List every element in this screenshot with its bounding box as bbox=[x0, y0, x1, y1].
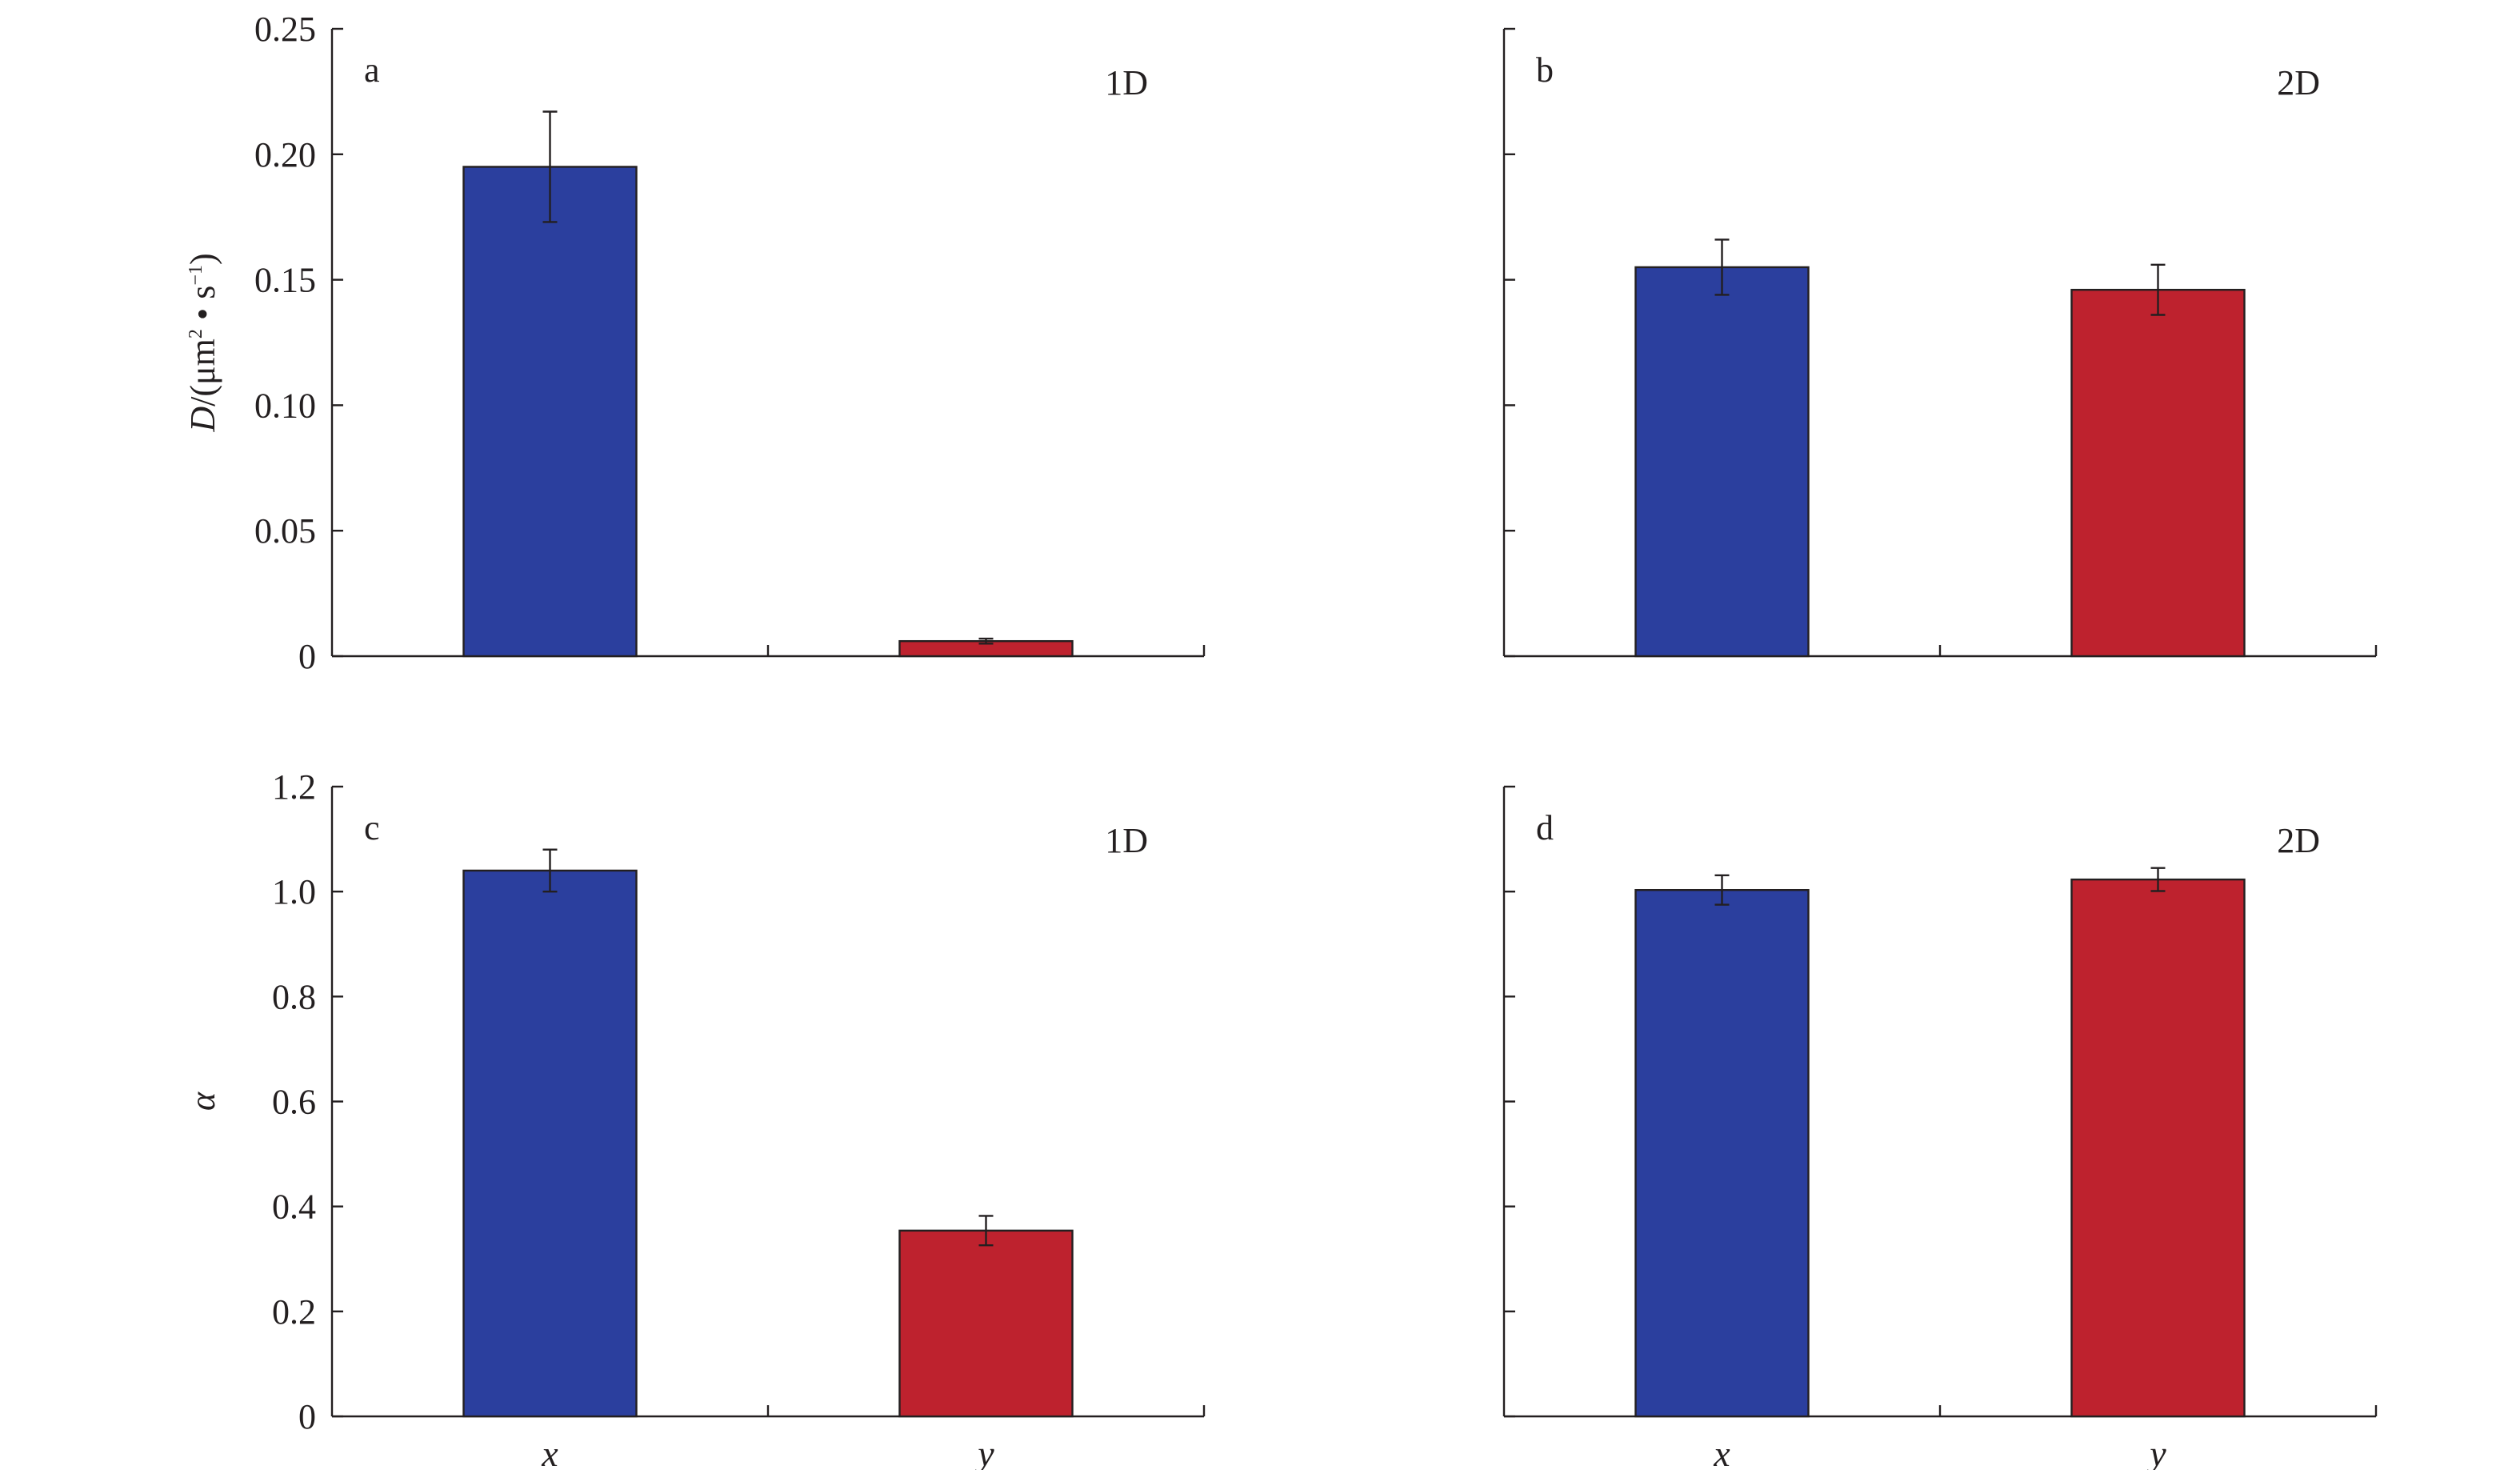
bar-y bbox=[898, 1229, 1074, 1418]
bar-x bbox=[1634, 266, 1810, 658]
y-tick-label: 0.10 bbox=[254, 386, 316, 425]
error-bar-y bbox=[2150, 867, 2166, 892]
y-tick-label: 1.2 bbox=[272, 767, 316, 807]
bar-x bbox=[462, 166, 638, 658]
y-tick-label: 0 bbox=[298, 1397, 316, 1436]
y-axis-label: α bbox=[183, 1091, 222, 1111]
category-label: y bbox=[974, 1433, 994, 1470]
panel-c: 0 0.2 0.4 0.6 0.8 1.0 1.2 x y c 1D α bbox=[183, 767, 1206, 1470]
error-bar-x bbox=[542, 110, 558, 223]
bar-x bbox=[1634, 888, 1810, 1418]
y-tick-label: 0.4 bbox=[272, 1188, 316, 1227]
y-tick-label: 1.0 bbox=[272, 872, 316, 911]
bar-y bbox=[2070, 288, 2246, 658]
category-label: x bbox=[541, 1433, 558, 1470]
panel-letter: b bbox=[1536, 50, 1554, 90]
panel-letter: a bbox=[364, 50, 380, 90]
panel-b: b 2D bbox=[1502, 27, 2378, 658]
category-label: x bbox=[1713, 1433, 1730, 1470]
error-bar-y bbox=[2150, 263, 2166, 316]
panel-tag: 2D bbox=[2277, 821, 2320, 860]
y-tick-label: 0.2 bbox=[272, 1292, 316, 1332]
panel-letter: c bbox=[364, 808, 380, 847]
y-axis-label: D/(μm2 • s−1) bbox=[183, 253, 222, 432]
y-tick-label: 0.25 bbox=[254, 10, 316, 49]
category-label: y bbox=[2146, 1433, 2166, 1470]
panel-d: x y d 2D bbox=[1502, 785, 2378, 1470]
panel-a: 0 0.05 0.10 0.15 0.20 0.25 a 1D D/(μm2 • s−1) bbox=[183, 10, 1206, 676]
error-bar-y bbox=[978, 1215, 994, 1247]
error-bar-y bbox=[978, 637, 994, 645]
panel-tag: 1D bbox=[1105, 821, 1148, 860]
error-bar-x bbox=[1714, 238, 1730, 296]
panel-letter: d bbox=[1536, 808, 1554, 847]
y-tick-label: 0.6 bbox=[272, 1083, 316, 1122]
y-tick-label: 0.15 bbox=[254, 261, 316, 300]
y-tick-label: 0.05 bbox=[254, 511, 316, 551]
bar-x bbox=[462, 869, 638, 1418]
panel-tag: 2D bbox=[2277, 63, 2320, 102]
y-tick-label: 0.8 bbox=[272, 977, 316, 1016]
y-tick-label: 0 bbox=[298, 637, 316, 676]
bar-y bbox=[2070, 878, 2246, 1418]
error-bar-x bbox=[542, 848, 558, 893]
error-bar-x bbox=[1714, 874, 1730, 906]
y-tick-label: 0.20 bbox=[254, 135, 316, 174]
panel-tag: 1D bbox=[1105, 63, 1148, 102]
